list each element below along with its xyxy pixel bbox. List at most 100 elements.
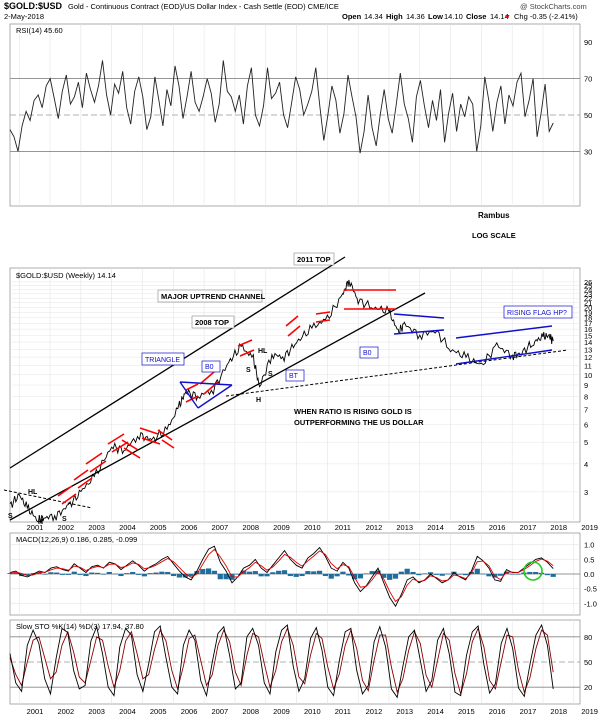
- x-tick-label: 2006: [181, 707, 198, 716]
- histogram-bar: [141, 574, 147, 577]
- histogram-bar: [54, 572, 60, 574]
- x-tick-label: 2003: [88, 707, 105, 716]
- histogram-bar: [445, 573, 451, 575]
- low-value: 14.10: [444, 12, 463, 21]
- triangle-left-line: [179, 381, 199, 409]
- histogram-bar: [474, 568, 480, 574]
- x-tick-label: 2015: [458, 523, 475, 532]
- high-label: High: [386, 12, 403, 21]
- price-grid: [10, 268, 580, 522]
- rambus-label: Rambus: [478, 211, 510, 220]
- triangle-bottom-line: [197, 384, 233, 409]
- red-flag: [239, 349, 255, 357]
- y-tick-label: 1.0: [584, 541, 594, 550]
- y-tick-label: 21: [584, 299, 592, 308]
- hs-label: H: [38, 519, 43, 526]
- histogram-bar: [550, 574, 556, 577]
- down-arrow-icon: ▼: [504, 14, 511, 21]
- histogram-bar: [65, 574, 72, 575]
- callout-box: [285, 369, 305, 382]
- hs-label: S: [8, 513, 13, 520]
- x-tick-label: 2013: [396, 523, 413, 532]
- y-tick-label: 4: [584, 460, 588, 469]
- x-tick-label: 2011: [335, 707, 351, 716]
- callout-text: 2011 TOP: [297, 255, 331, 264]
- x-tick-label: 2008: [242, 523, 259, 532]
- triangle-top-line: [179, 381, 233, 386]
- sto-title: Slow STO %K(14) %D(3) 17.94, 37.80: [16, 622, 144, 631]
- y-tick-label: 7: [584, 405, 588, 414]
- x-tick-label: 2018: [550, 707, 567, 716]
- y-tick-label: 5: [584, 438, 588, 447]
- red-flag: [61, 493, 77, 505]
- open-value: 14.34: [364, 12, 383, 21]
- histogram-bar: [410, 571, 416, 574]
- histogram-bar: [322, 574, 329, 577]
- histogram-bar: [112, 573, 118, 575]
- callout-box: [191, 315, 235, 329]
- annotation-bt: BT: [285, 369, 305, 382]
- y-tick-label: 24: [584, 286, 592, 295]
- x-tick-label: 2005: [150, 523, 167, 532]
- x-tick-label: 2003: [88, 523, 105, 532]
- y-tick-label: 50: [584, 658, 592, 667]
- annotation-major-channel: MAJOR UPTREND CHANNEL: [157, 289, 266, 303]
- histogram-bar: [106, 571, 112, 574]
- y-tick-label: 6: [584, 420, 588, 429]
- histogram-bar: [71, 571, 77, 574]
- histogram-bar: [311, 571, 317, 574]
- histogram-bar: [194, 571, 200, 574]
- symbol-title: $GOLD:$USD: [4, 1, 63, 11]
- red-flag: [285, 315, 299, 327]
- histogram-bar: [357, 574, 364, 579]
- y-tick-label: 18: [584, 314, 592, 323]
- y-tick-label: 12: [584, 353, 592, 362]
- price-frame: [9, 267, 581, 523]
- symbol-description: Gold - Continuous Contract (EOD)/US Doll…: [68, 2, 339, 11]
- hs-label: H: [256, 397, 261, 404]
- histogram-bar: [498, 574, 504, 576]
- callout-box: [201, 360, 221, 373]
- ohlc-row: Open 14.34 High 14.36 Low 14.10 Close 14…: [342, 12, 578, 21]
- histogram-bar: [398, 571, 404, 574]
- red-flag: [89, 460, 107, 473]
- callout-text: B0: [363, 350, 372, 357]
- y-tick-label: 16: [584, 325, 592, 334]
- histogram-bar: [486, 574, 492, 577]
- y-tick-label: 8: [584, 392, 588, 401]
- red-flag: [315, 311, 331, 315]
- rising-flag-bottom: [455, 349, 553, 365]
- price-y-ticks: 3 4 5 6 7 8 9101112131415161718192021222324252…: [584, 278, 592, 497]
- x-tick-label: 2004: [119, 523, 136, 532]
- x-tick-label: 2004: [119, 707, 136, 716]
- x-tick-label: 2017: [520, 707, 537, 716]
- header-date: 2-May-2018: [4, 12, 44, 21]
- red-flag-patterns: [57, 289, 396, 505]
- y-tick-label: 90: [584, 38, 592, 47]
- header: $GOLD:$USD Gold - Continuous Contract (E…: [4, 1, 587, 21]
- x-tick-label: 2001: [27, 707, 44, 716]
- macd-panel: -1.0 -0.5 0.0 0.5 1.0 MACD(12,26,9) 0.186, 0…: [7, 532, 597, 616]
- histogram-bar: [188, 574, 194, 577]
- histogram-bar: [334, 574, 340, 577]
- y-tick-label: 19: [584, 308, 592, 317]
- callout-text: B0: [205, 364, 214, 371]
- x-tick-label: 2018: [550, 523, 567, 532]
- callout-text: MAJOR UPTREND CHANNEL: [161, 292, 266, 301]
- red-flag: [73, 469, 89, 481]
- red-flag: [199, 371, 215, 385]
- histogram-bar: [42, 574, 48, 575]
- y-tick-label: 0.0: [584, 570, 594, 579]
- red-flag: [77, 477, 93, 489]
- sto-y-ticks: 20 50 80: [584, 633, 592, 692]
- histogram-bar: [433, 574, 439, 575]
- histogram-bar: [328, 574, 334, 579]
- y-tick-label: 20: [584, 303, 592, 312]
- histogram-bar: [287, 574, 293, 577]
- histogram-bar: [387, 574, 393, 580]
- lower-channel-line: [9, 292, 426, 521]
- y-tick-label: 20: [584, 683, 592, 692]
- y-tick-label: 17: [584, 319, 592, 328]
- annotation-rising-flag: RISING FLAG HP?: [503, 305, 573, 319]
